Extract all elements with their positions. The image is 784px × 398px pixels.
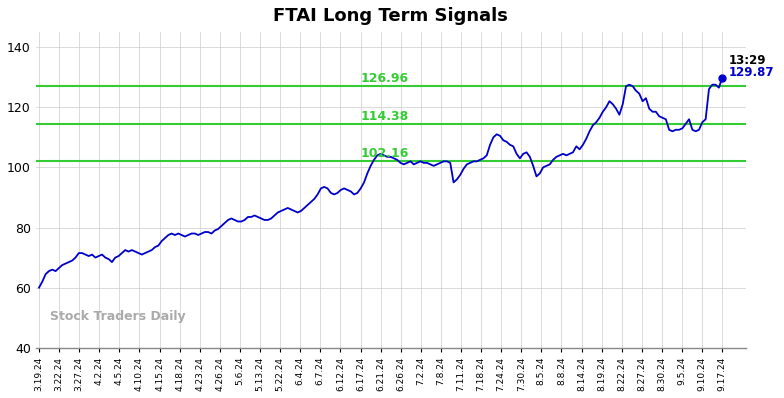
Text: 129.87: 129.87 [729, 66, 775, 79]
Text: 126.96: 126.96 [361, 72, 408, 86]
Title: FTAI Long Term Signals: FTAI Long Term Signals [274, 7, 508, 25]
Text: 13:29: 13:29 [729, 54, 767, 67]
Text: 102.16: 102.16 [361, 147, 409, 160]
Text: Stock Traders Daily: Stock Traders Daily [50, 310, 186, 322]
Text: 114.38: 114.38 [361, 110, 408, 123]
